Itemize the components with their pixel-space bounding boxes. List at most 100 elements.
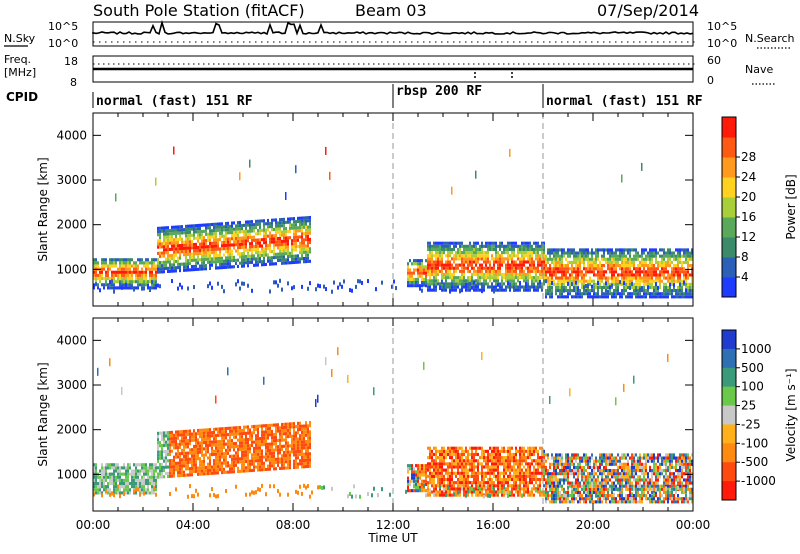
data-cell	[257, 455, 259, 460]
data-cell	[233, 230, 235, 234]
data-cell	[201, 441, 203, 445]
data-cell	[283, 236, 285, 240]
data-cell	[193, 466, 195, 470]
data-cell	[671, 295, 673, 299]
data-cell	[151, 481, 153, 486]
data-cell	[219, 225, 221, 229]
data-cell	[655, 282, 657, 287]
data-cell	[523, 247, 525, 252]
data-cell	[281, 246, 283, 250]
data-cell	[419, 268, 421, 272]
data-cell	[419, 473, 421, 477]
data-cell	[143, 286, 145, 291]
data-cell	[165, 462, 167, 466]
data-cell	[107, 286, 109, 290]
data-cell	[467, 254, 469, 258]
data-cell	[291, 422, 293, 426]
data-cell	[253, 449, 255, 454]
data-cell	[559, 285, 561, 290]
data-cell	[673, 285, 675, 290]
data-cell	[287, 251, 289, 256]
data-cell	[209, 223, 211, 227]
data-cell	[183, 454, 185, 459]
data-cell	[237, 469, 239, 474]
data-cell	[557, 254, 559, 258]
data-cell	[113, 258, 115, 262]
data-cell	[241, 435, 243, 439]
data-cell	[447, 260, 449, 264]
data-cell	[645, 292, 647, 296]
data-cell	[443, 449, 445, 453]
data-cell	[545, 292, 547, 296]
data-cell	[183, 433, 185, 437]
data-cell	[257, 449, 259, 453]
data-cell	[621, 248, 623, 252]
data-cell	[101, 261, 103, 265]
data-cell	[231, 460, 233, 465]
data-cell	[267, 427, 269, 431]
data-cell	[127, 276, 129, 281]
data-cell	[145, 283, 147, 287]
data-cell	[663, 257, 665, 261]
data-cell	[439, 269, 441, 273]
data-cell	[117, 463, 119, 467]
data-cell	[687, 292, 689, 296]
data-cell	[181, 433, 183, 437]
data-cell	[205, 444, 207, 448]
data-cell	[203, 257, 205, 262]
data-cell	[203, 264, 205, 268]
data-cell	[195, 230, 197, 234]
data-cell	[219, 452, 221, 456]
data-cell	[265, 247, 267, 251]
data-cell	[295, 229, 297, 233]
data-cell	[429, 446, 431, 450]
data-cell	[435, 241, 437, 245]
data-cell	[299, 244, 301, 248]
data-cell	[243, 251, 245, 256]
data-cell	[249, 434, 251, 438]
data-cell	[549, 292, 551, 296]
data-cell	[195, 258, 197, 262]
data-cell	[441, 251, 443, 255]
data-cell	[519, 244, 521, 248]
data-cell	[257, 465, 259, 469]
data-cell	[461, 474, 463, 478]
data-cell	[199, 264, 201, 268]
data-cell	[99, 276, 101, 281]
data-cell	[431, 251, 433, 255]
data-cell	[229, 231, 231, 235]
data-cell	[143, 475, 145, 479]
data-cell	[211, 235, 213, 239]
data-cell	[483, 266, 485, 270]
data-cell	[451, 468, 453, 472]
data-cell	[507, 285, 509, 289]
data-cell	[269, 464, 271, 468]
data-cell	[211, 232, 213, 236]
data-cell	[515, 272, 517, 277]
data-cell	[495, 282, 497, 286]
data-cell	[569, 248, 571, 252]
data-cell	[617, 260, 619, 265]
data-cell	[435, 452, 437, 457]
data-cell	[263, 433, 265, 437]
data-cell	[429, 251, 431, 255]
data-cell	[483, 276, 485, 280]
data-cell	[177, 286, 179, 291]
data-cell	[229, 454, 231, 458]
data-cell	[415, 464, 417, 468]
data-cell	[469, 459, 471, 463]
data-cell	[687, 251, 689, 255]
data-cell	[165, 456, 167, 460]
data-cell	[163, 459, 165, 463]
data-cell	[495, 285, 497, 289]
data-cell	[219, 228, 221, 232]
data-cell	[145, 472, 147, 476]
data-cell	[251, 462, 253, 466]
data-cell	[627, 282, 629, 286]
data-cell	[671, 289, 673, 293]
data-cell	[119, 494, 121, 499]
data-cell	[583, 289, 585, 293]
data-cell	[449, 289, 451, 294]
data-cell	[293, 257, 295, 261]
data-cell	[257, 468, 259, 472]
